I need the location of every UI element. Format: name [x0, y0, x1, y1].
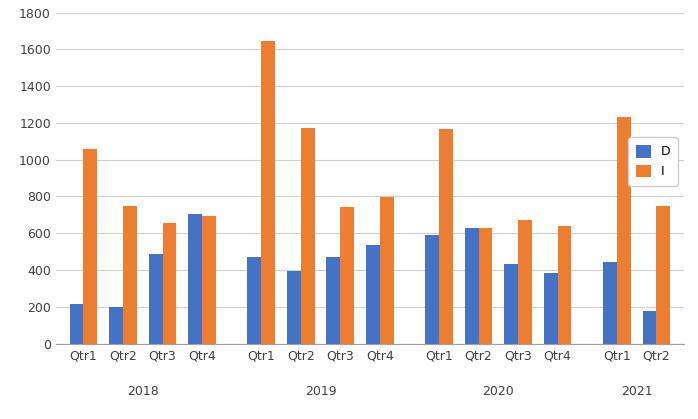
Bar	[603, 262, 617, 344]
Bar	[544, 273, 558, 344]
Bar	[465, 228, 479, 344]
Text: 2019: 2019	[305, 385, 336, 398]
Bar	[70, 304, 84, 344]
Bar	[188, 214, 202, 344]
Bar	[84, 149, 97, 344]
Bar	[301, 127, 315, 344]
Bar	[479, 228, 492, 344]
Bar	[558, 226, 572, 344]
Bar	[656, 206, 670, 344]
Bar	[109, 307, 123, 344]
Bar	[287, 271, 301, 344]
Text: 2020: 2020	[482, 385, 514, 398]
Bar	[123, 206, 137, 344]
Bar	[643, 311, 656, 344]
Bar	[380, 197, 394, 344]
Bar	[518, 220, 532, 344]
Bar	[163, 223, 177, 344]
Bar	[149, 254, 163, 344]
Text: 2021: 2021	[621, 385, 653, 398]
Bar	[617, 117, 631, 344]
Bar	[504, 264, 518, 344]
Bar	[202, 216, 216, 344]
Legend: D, I: D, I	[628, 137, 678, 186]
Text: 2018: 2018	[127, 385, 158, 398]
Bar	[366, 245, 380, 344]
Bar	[248, 257, 261, 344]
Bar	[261, 41, 275, 344]
Bar	[341, 207, 354, 344]
Bar	[439, 129, 453, 344]
Bar	[425, 235, 439, 344]
Bar	[327, 257, 341, 344]
